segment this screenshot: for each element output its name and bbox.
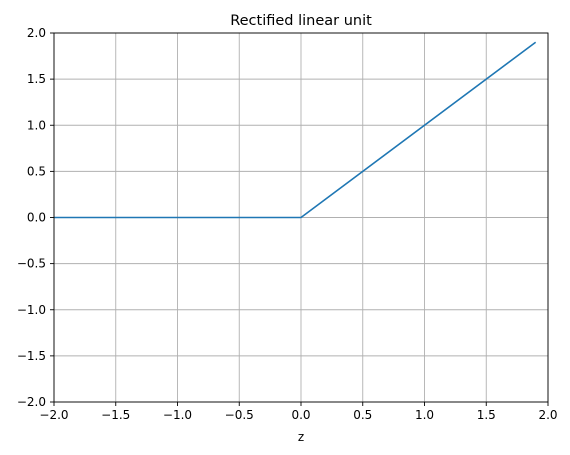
y-tick-label-4: 0.0 [27, 211, 46, 225]
y-tick-label-1: −1.5 [17, 349, 46, 363]
x-axis-title: z [298, 430, 304, 444]
x-tick-label-4: 0.0 [291, 408, 310, 422]
y-tick-label-8: 2.0 [27, 26, 46, 40]
x-tick-label-3: −0.5 [225, 408, 254, 422]
y-tick-label-0: −2.0 [17, 395, 46, 409]
x-tick-labels: −2.0 −1.5 −1.0 −0.5 0.0 0.5 1.0 1.5 2.0 [39, 408, 557, 422]
y-tick-label-3: −0.5 [17, 257, 46, 271]
y-tick-label-2: −1.0 [17, 303, 46, 317]
y-tick-label-7: 1.5 [27, 72, 46, 86]
chart-title: Rectified linear unit [230, 13, 372, 29]
x-tick-label-6: 1.0 [415, 408, 434, 422]
x-tick-label-2: −1.0 [163, 408, 192, 422]
tick-marks [50, 32, 549, 406]
x-tick-label-7: 1.5 [477, 408, 496, 422]
series-line-0 [54, 41, 537, 219]
x-tick-label-8: 2.0 [538, 408, 557, 422]
x-tick-label-5: 0.5 [353, 408, 372, 422]
y-tick-label-5: 0.5 [27, 164, 46, 178]
x-tick-label-1: −1.5 [101, 408, 130, 422]
y-tick-label-6: 1.0 [27, 118, 46, 132]
series-layer [54, 41, 537, 219]
x-tick-label-0: −2.0 [39, 408, 68, 422]
y-tick-labels: −2.0 −1.5 −1.0 −0.5 0.0 0.5 1.0 1.5 2.0 [17, 26, 46, 409]
